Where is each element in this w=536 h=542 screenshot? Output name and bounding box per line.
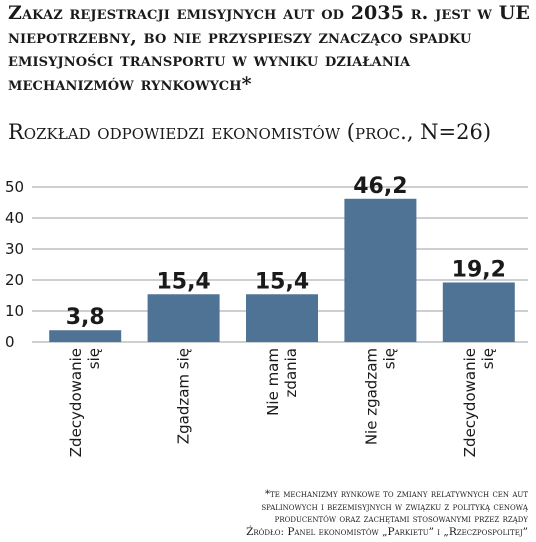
y-tick-label: 30 xyxy=(5,240,24,258)
footnote-line: producentów oraz zachętami stosowanymi p… xyxy=(274,513,528,525)
x-category-label-line: się xyxy=(380,348,398,369)
y-axis: 0 10 20 30 40 50 xyxy=(5,178,24,351)
bar-value-label: 3,8 xyxy=(66,305,105,330)
bar xyxy=(147,294,220,342)
x-category-label: Zdecydowanie się xyxy=(67,348,103,457)
x-category-label: Nie mam zdania xyxy=(264,348,300,416)
y-tick-label: 40 xyxy=(5,209,24,227)
x-axis-category-labels: Zdecydowanie się Zgadzam się Nie mam zdania N… xyxy=(67,348,497,457)
x-category-label-line: Zgadzam się xyxy=(175,348,193,444)
chart-title: Zakaz rejestracji emisyjnych aut od 2035… xyxy=(8,2,530,95)
bar-value-label: 15,4 xyxy=(255,269,309,294)
x-category-label: Zgadzam się xyxy=(175,348,193,444)
footnote-line: spalinowych i bezemisyjnych w związku z … xyxy=(261,500,528,513)
x-category-label: Zdecydowanie się xyxy=(461,348,497,457)
y-tick-label: 20 xyxy=(5,271,24,289)
bar-value-label: 19,2 xyxy=(452,257,506,282)
x-category-label: Nie zgadzam się xyxy=(362,348,398,445)
x-category-label-line: Nie mam xyxy=(264,348,282,416)
x-category-label-line: się xyxy=(85,348,103,369)
footnote-line: *te mechanizmy rynkowe to zmiany relatyw… xyxy=(264,488,528,500)
x-category-label-line: Zdecydowanie xyxy=(461,348,479,457)
x-category-label-line: zdania xyxy=(282,348,300,397)
data-labels: 3,8 15,4 15,4 46,2 19,2 xyxy=(66,174,506,330)
bar-value-label: 46,2 xyxy=(353,174,407,199)
bar-value-label: 15,4 xyxy=(156,269,210,294)
x-category-label-line: się xyxy=(479,348,497,369)
bar xyxy=(49,330,122,342)
source-line: Źródło: Panel ekonomistów „Parkietu” i „… xyxy=(246,525,528,538)
x-category-label-line: Zdecydowanie xyxy=(67,348,85,457)
y-tick-label: 50 xyxy=(5,178,24,196)
bar xyxy=(344,198,417,342)
bars xyxy=(49,198,515,342)
y-tick-label: 10 xyxy=(5,302,24,320)
x-category-label-line: Nie zgadzam xyxy=(362,348,380,445)
chart-subtitle: Rozkład odpowiedzi ekonomistów (proc., N… xyxy=(8,120,492,144)
bar-chart: 0 10 20 30 40 50 3,8 15,4 15,4 46,2 19,2 Zdecydow… xyxy=(5,174,528,457)
bar xyxy=(442,282,515,342)
y-tick-label: 0 xyxy=(5,333,15,351)
footnote: *te mechanizmy rynkowe to zmiany relatyw… xyxy=(8,488,528,538)
bar xyxy=(246,294,318,342)
